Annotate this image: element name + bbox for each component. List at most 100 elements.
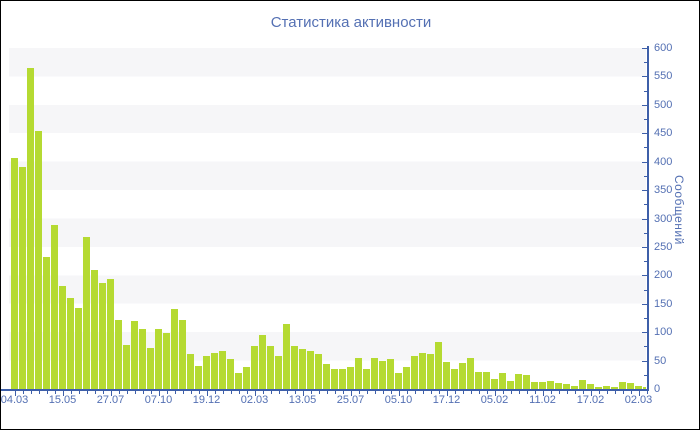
- y-tick-label: 300: [654, 212, 673, 225]
- x-minor-tick: [54, 391, 56, 394]
- bar: [523, 375, 530, 389]
- x-minor-tick: [310, 391, 312, 394]
- y-major-tick: [642, 104, 647, 106]
- x-minor-tick: [558, 391, 560, 394]
- x-minor-tick: [46, 391, 48, 394]
- bar: [115, 320, 122, 389]
- y-tick-label: 450: [654, 127, 673, 140]
- x-minor-tick: [238, 391, 240, 394]
- bar: [139, 329, 146, 389]
- x-major-tick: [446, 391, 448, 396]
- bar: [99, 283, 106, 389]
- x-minor-tick: [246, 391, 248, 394]
- bar: [187, 354, 194, 389]
- x-axis-line: [1, 389, 649, 391]
- x-tick-label: 05.10: [384, 394, 413, 406]
- x-minor-tick: [422, 391, 424, 394]
- x-minor-tick: [30, 391, 32, 394]
- x-minor-tick: [174, 391, 176, 394]
- x-minor-tick: [574, 391, 576, 394]
- bar: [347, 367, 354, 389]
- y-minor-tick: [644, 317, 647, 319]
- y-major-tick: [642, 332, 647, 334]
- bar: [243, 367, 250, 389]
- y-major-tick: [642, 246, 647, 248]
- bar: [123, 345, 130, 389]
- bar: [555, 383, 562, 389]
- bar: [59, 286, 66, 389]
- bar: [179, 320, 186, 389]
- bar: [35, 131, 42, 389]
- x-tick-label: 13.05: [288, 394, 317, 406]
- x-minor-tick: [358, 391, 360, 394]
- bar: [635, 386, 642, 389]
- x-minor-tick: [526, 391, 528, 394]
- x-major-tick: [350, 391, 352, 396]
- y-minor-tick: [644, 62, 647, 64]
- bar: [195, 366, 202, 389]
- x-minor-tick: [510, 391, 512, 394]
- x-major-tick: [62, 391, 64, 396]
- y-tick-label: 0: [654, 383, 661, 395]
- x-minor-tick: [414, 391, 416, 394]
- x-minor-tick: [190, 391, 192, 394]
- bar: [371, 358, 378, 389]
- x-minor-tick: [134, 391, 136, 394]
- x-minor-tick: [582, 391, 584, 394]
- x-minor-tick: [462, 391, 464, 394]
- x-tick-label: 05.02: [480, 394, 509, 406]
- x-tick-label: 15.05: [48, 394, 77, 406]
- y-major-tick: [642, 389, 647, 390]
- x-minor-tick: [222, 391, 224, 394]
- x-minor-tick: [430, 391, 432, 394]
- bar: [547, 381, 554, 389]
- y-major-tick: [642, 360, 647, 362]
- x-minor-tick: [382, 391, 384, 394]
- x-minor-tick: [366, 391, 368, 394]
- bar: [75, 308, 82, 389]
- bar: [619, 382, 626, 389]
- bar: [611, 387, 618, 389]
- x-minor-tick: [150, 391, 152, 394]
- bar: [507, 381, 514, 389]
- x-major-tick: [110, 391, 112, 396]
- x-major-tick: [302, 391, 304, 396]
- x-minor-tick: [86, 391, 88, 394]
- bar: [147, 348, 154, 389]
- x-minor-tick: [470, 391, 472, 394]
- x-minor-tick: [182, 391, 184, 394]
- x-minor-tick: [142, 391, 144, 394]
- y-tick-label: 350: [654, 184, 673, 197]
- bar: [419, 353, 426, 389]
- x-minor-tick: [646, 391, 648, 394]
- x-minor-tick: [102, 391, 104, 394]
- bar: [163, 333, 170, 389]
- x-minor-tick: [318, 391, 320, 394]
- bar: [531, 382, 538, 389]
- x-minor-tick: [198, 391, 200, 394]
- y-major-tick: [642, 190, 647, 192]
- x-minor-tick: [262, 391, 264, 394]
- x-major-tick: [254, 391, 256, 396]
- bar: [19, 167, 26, 389]
- y-minor-tick: [644, 289, 647, 291]
- bar: [539, 382, 546, 389]
- x-minor-tick: [478, 391, 480, 394]
- x-minor-tick: [294, 391, 296, 394]
- x-minor-tick: [438, 391, 440, 394]
- bar: [499, 373, 506, 389]
- y-major-tick: [642, 218, 647, 220]
- bar: [83, 237, 90, 389]
- x-tick-label: 19.12: [192, 394, 221, 406]
- bar: [563, 384, 570, 389]
- bar: [67, 298, 74, 389]
- x-tick-label: 17.12: [432, 394, 461, 406]
- x-minor-tick: [278, 391, 280, 394]
- x-minor-tick: [374, 391, 376, 394]
- bar: [331, 369, 338, 389]
- y-minor-tick: [644, 147, 647, 149]
- bar: [339, 369, 346, 389]
- x-minor-tick: [22, 391, 24, 394]
- x-minor-tick: [614, 391, 616, 394]
- bar: [443, 362, 450, 389]
